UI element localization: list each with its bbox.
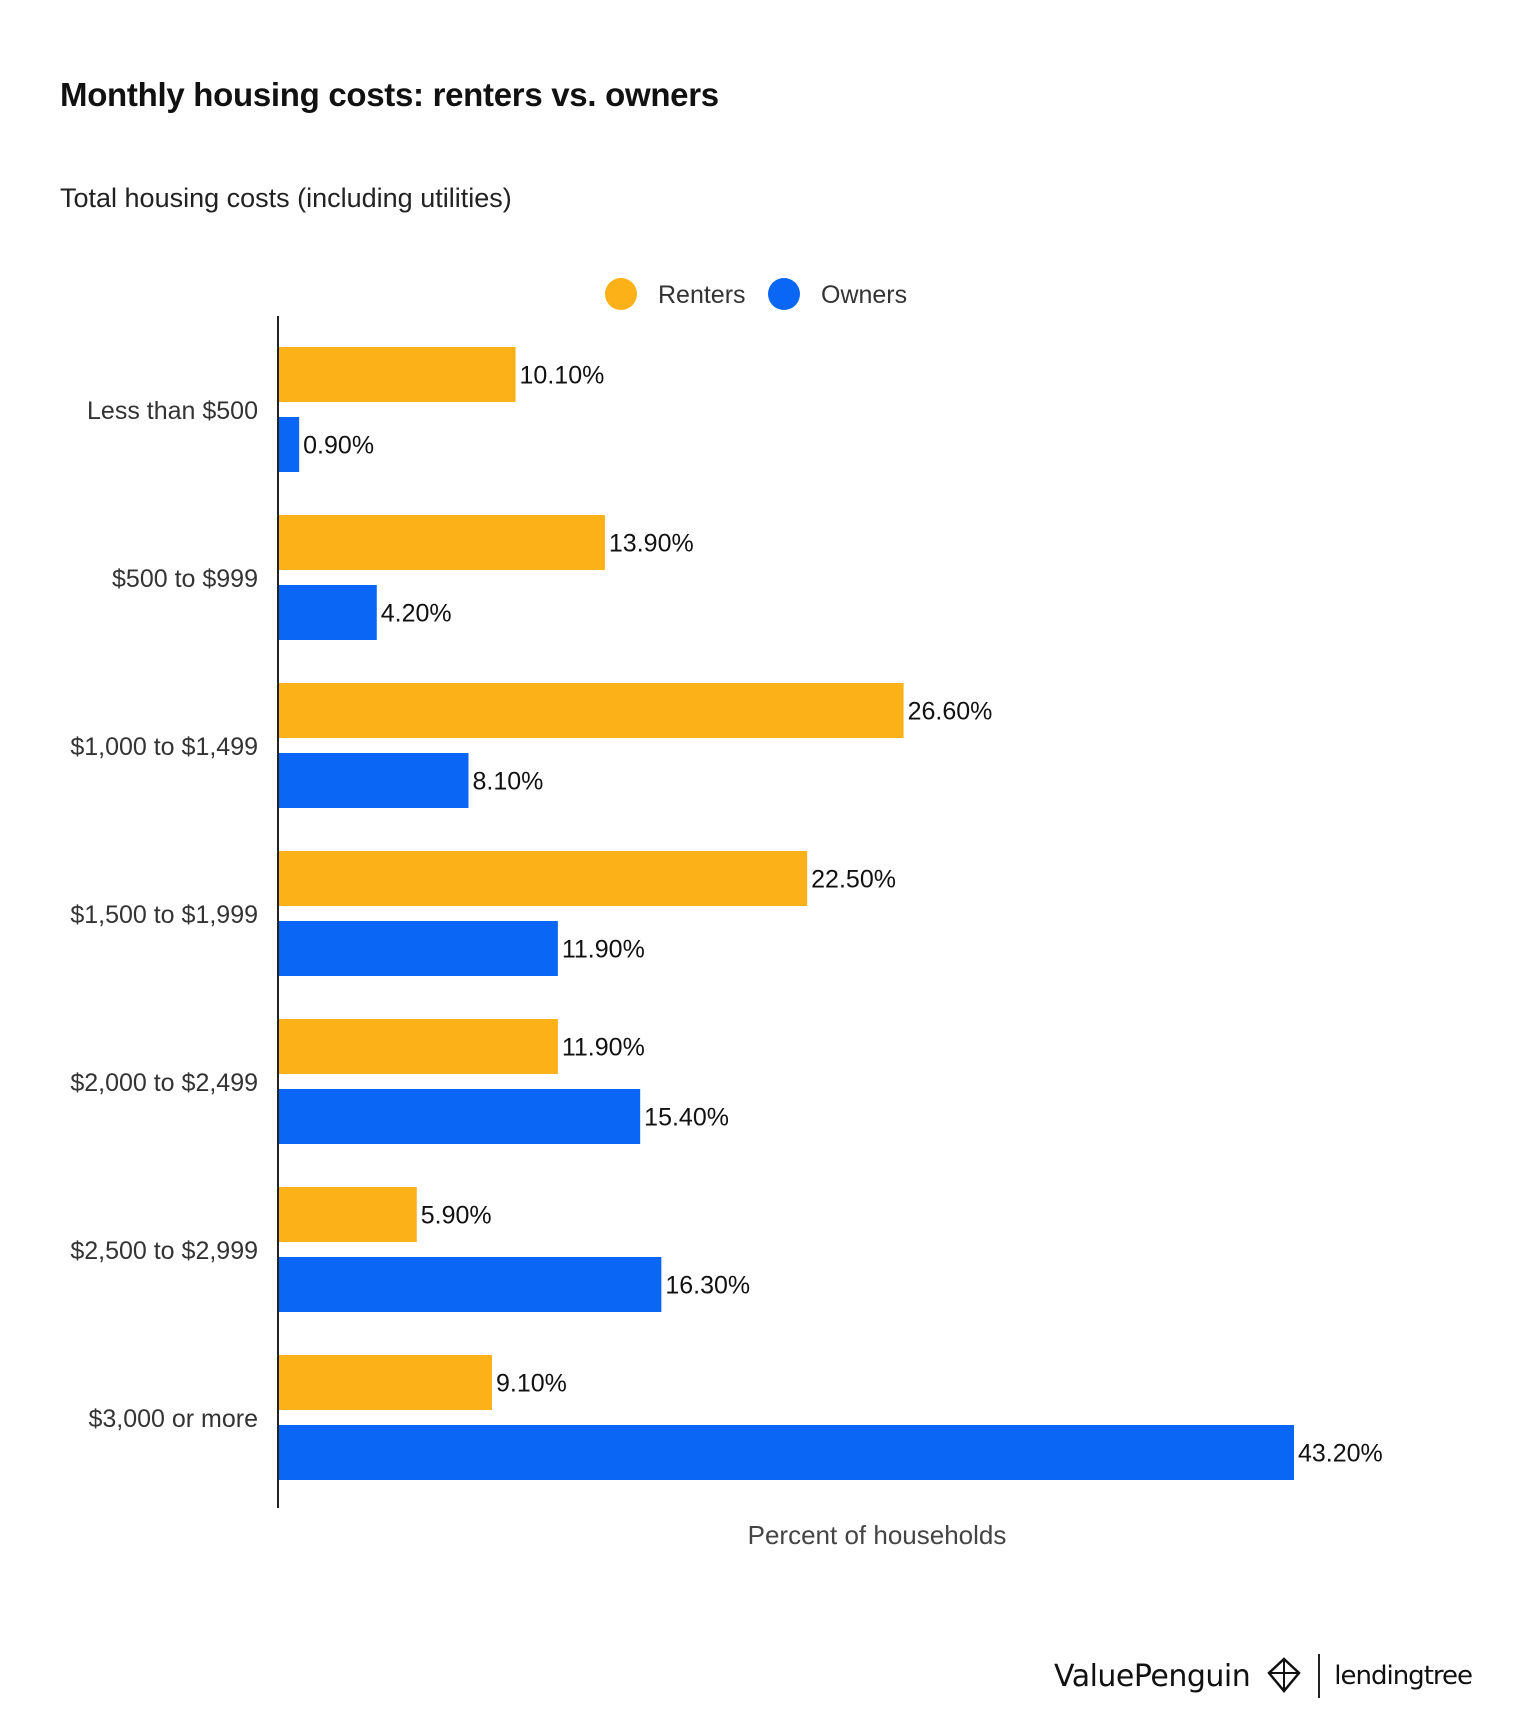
chart-subtitle: Total housing costs (including utilities… [60, 183, 512, 213]
legend: Renters Owners [605, 278, 907, 310]
data-label-owners: 0.90% [303, 432, 374, 460]
data-label-renters: 10.10% [520, 362, 605, 390]
category-label: $500 to $999 [112, 565, 258, 593]
data-label-owners: 16.30% [665, 1272, 750, 1300]
category-label: $1,500 to $1,999 [70, 901, 258, 929]
lendingtree-logo-text: lendingtree [1334, 1661, 1473, 1691]
data-label-owners: 15.40% [644, 1104, 729, 1132]
category-label: $2,500 to $2,999 [70, 1237, 258, 1265]
bar-chart: Renters Owners Less than $500 10.10% 0.90% $5… [70, 278, 1383, 1550]
category-label: Less than $500 [87, 397, 258, 425]
penguin-icon [1267, 1657, 1301, 1693]
category-label: $2,000 to $2,499 [70, 1069, 258, 1097]
data-label-owners: 11.90% [562, 936, 645, 964]
legend-label-owners: Owners [821, 281, 907, 309]
bar-owners [278, 1089, 641, 1144]
data-label-owners: 43.20% [1298, 1440, 1383, 1468]
valuepenguin-logo-text: ValuePenguin [1054, 1658, 1251, 1694]
data-label-owners: 8.10% [473, 768, 544, 796]
category-label: $3,000 or more [88, 1405, 258, 1433]
bar-owners [278, 585, 377, 640]
legend-swatch-renters [605, 278, 637, 310]
chart-title: Monthly housing costs: renters vs. owner… [60, 76, 719, 113]
data-label-renters: 26.60% [908, 698, 993, 726]
x-axis-title: Percent of households [748, 1520, 1007, 1550]
bar-renters [278, 851, 808, 906]
bar-renters [278, 1187, 417, 1242]
legend-swatch-owners [768, 278, 800, 310]
category-label: $1,000 to $1,499 [70, 733, 258, 761]
bar-owners [278, 1425, 1294, 1480]
legend-label-renters: Renters [658, 281, 746, 309]
bar-renters [278, 683, 904, 738]
data-label-renters: 5.90% [421, 1202, 492, 1230]
footer-logos: ValuePenguin lendingtree [1054, 1648, 1473, 1704]
bar-owners [278, 1257, 662, 1312]
data-label-renters: 13.90% [609, 530, 694, 558]
data-label-owners: 4.20% [381, 600, 452, 628]
bar-renters [278, 347, 516, 402]
bar-renters [278, 1019, 558, 1074]
bar-owners [278, 921, 558, 976]
bar-renters [278, 515, 605, 570]
data-label-renters: 9.10% [496, 1370, 567, 1398]
data-label-renters: 22.50% [811, 866, 896, 894]
bar-renters [278, 1355, 493, 1410]
data-label-renters: 11.90% [562, 1034, 645, 1062]
bar-owners [278, 417, 300, 472]
logo-separator [1318, 1654, 1321, 1698]
bar-owners [278, 753, 469, 808]
